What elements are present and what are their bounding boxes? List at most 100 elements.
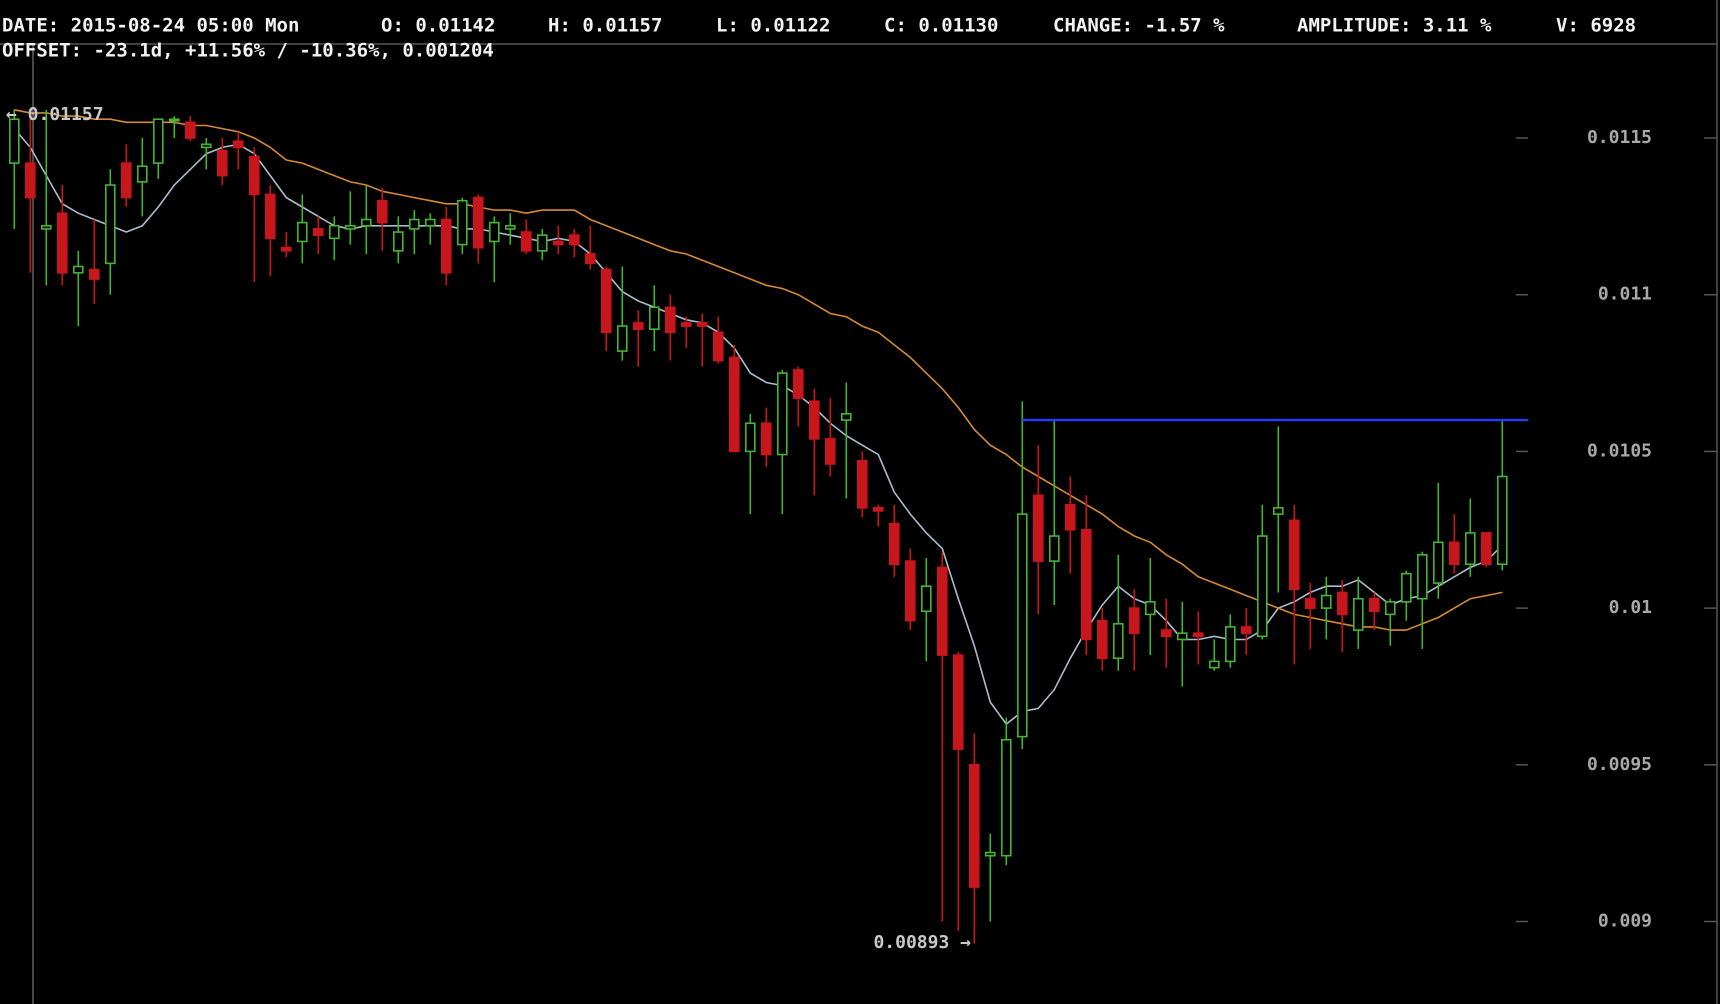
candle-body bbox=[328, 224, 340, 240]
candle-body bbox=[24, 162, 36, 199]
candle-body bbox=[9, 118, 20, 164]
candle-body bbox=[89, 268, 100, 280]
y-tick-label: 0.009 bbox=[1598, 911, 1652, 932]
candle-body bbox=[264, 193, 276, 240]
candle-body bbox=[40, 224, 52, 230]
candle-body bbox=[1129, 607, 1140, 634]
candle-body bbox=[1433, 541, 1444, 584]
candle-body bbox=[1145, 601, 1156, 616]
candle-body bbox=[984, 851, 996, 857]
header-field: V: 6928 bbox=[1556, 15, 1636, 37]
candle-body bbox=[1049, 535, 1060, 562]
candle-body bbox=[584, 253, 596, 265]
candle-body bbox=[1353, 597, 1364, 631]
candle-body bbox=[776, 372, 788, 456]
candle-body bbox=[488, 221, 500, 243]
candle-body bbox=[121, 162, 132, 199]
candle-body bbox=[137, 165, 148, 183]
candle-body bbox=[504, 224, 516, 230]
candle-body bbox=[1257, 535, 1268, 638]
header-field: L: 0.01122 bbox=[716, 15, 830, 37]
candle-body bbox=[456, 199, 468, 246]
candle-body bbox=[728, 356, 740, 453]
candle-body bbox=[1065, 503, 1076, 531]
candle-body bbox=[568, 234, 580, 246]
candle-body bbox=[616, 325, 628, 352]
header-field: CHANGE: -1.57 % bbox=[1053, 15, 1225, 37]
candle-body bbox=[680, 322, 692, 327]
candle-body bbox=[392, 231, 404, 252]
moving-average-line bbox=[14, 109, 1503, 631]
candle-body bbox=[1385, 601, 1396, 616]
candle-body bbox=[664, 306, 676, 334]
candle-body bbox=[792, 369, 804, 399]
candle-body bbox=[280, 246, 292, 252]
candle-body bbox=[201, 143, 212, 149]
candle-body bbox=[424, 218, 436, 227]
min-label: 0.00893 → bbox=[873, 932, 971, 953]
header-field: DATE: 2015-08-24 05:00 Mon bbox=[2, 15, 299, 37]
candle-body bbox=[1321, 594, 1332, 609]
offset-info: OFFSET: -23.1d, +11.56% / -10.36%, 0.001… bbox=[2, 40, 494, 62]
candle-body bbox=[73, 265, 84, 274]
candle-body bbox=[217, 149, 228, 177]
header-field: O: 0.01142 bbox=[381, 15, 495, 37]
candle-body bbox=[1241, 626, 1252, 634]
candle-body bbox=[1289, 519, 1300, 591]
candle-body bbox=[185, 121, 196, 139]
candle-body bbox=[552, 240, 564, 246]
candle-body bbox=[233, 140, 244, 149]
y-tick-label: 0.01 bbox=[1609, 597, 1652, 618]
candle-body bbox=[744, 422, 756, 453]
candle-body bbox=[856, 460, 868, 509]
max-label: ← 0.01157 bbox=[6, 104, 104, 125]
candle-body bbox=[1081, 528, 1092, 641]
candle-body bbox=[472, 196, 484, 249]
candle-body bbox=[632, 322, 644, 330]
moving-average-line bbox=[13, 128, 1503, 726]
candle-body bbox=[1177, 632, 1188, 641]
candle-body bbox=[600, 268, 612, 334]
candle-body bbox=[808, 400, 820, 440]
candle-body bbox=[920, 585, 932, 613]
candle-body bbox=[952, 654, 964, 750]
candle-body bbox=[520, 231, 532, 252]
candle-body bbox=[1465, 532, 1476, 566]
candle-body bbox=[1113, 622, 1124, 660]
plot: 0.009 0.0095 0.01 0.0105 0.011 0.0115 ← 0.0115… bbox=[6, 104, 1717, 953]
candle-body bbox=[888, 522, 900, 566]
candle-body bbox=[1449, 541, 1460, 566]
candle-body bbox=[153, 118, 164, 164]
candle-body bbox=[1193, 632, 1204, 638]
header-field: H: 0.01157 bbox=[548, 15, 662, 37]
candle-body bbox=[56, 212, 68, 274]
candle-body bbox=[872, 507, 884, 512]
candle-body bbox=[1337, 591, 1348, 616]
candle-body bbox=[1225, 626, 1236, 663]
candle-body bbox=[312, 228, 324, 236]
candle-body bbox=[968, 764, 980, 888]
candle-body bbox=[1000, 738, 1012, 857]
candle-body bbox=[1161, 629, 1172, 638]
candle-body bbox=[1305, 597, 1316, 609]
header-field: AMPLITUDE: 3.11 % bbox=[1297, 15, 1492, 37]
candle-body bbox=[440, 218, 452, 274]
candle-body bbox=[648, 306, 660, 330]
candle-body bbox=[840, 413, 852, 421]
candle-body bbox=[824, 438, 836, 465]
candle-body bbox=[1273, 507, 1284, 515]
candle-body bbox=[536, 234, 548, 252]
candle-body bbox=[1016, 513, 1028, 738]
y-tick-label: 0.0095 bbox=[1587, 754, 1652, 775]
y-tick-label: 0.011 bbox=[1598, 284, 1652, 305]
candle-body bbox=[344, 224, 356, 230]
candle-body bbox=[712, 331, 724, 362]
candle-body bbox=[360, 218, 372, 227]
candle-body bbox=[1497, 475, 1508, 566]
candle-body bbox=[1417, 554, 1428, 600]
candle-body bbox=[696, 322, 708, 327]
candle-body bbox=[1401, 572, 1412, 603]
candle-body bbox=[376, 199, 388, 224]
